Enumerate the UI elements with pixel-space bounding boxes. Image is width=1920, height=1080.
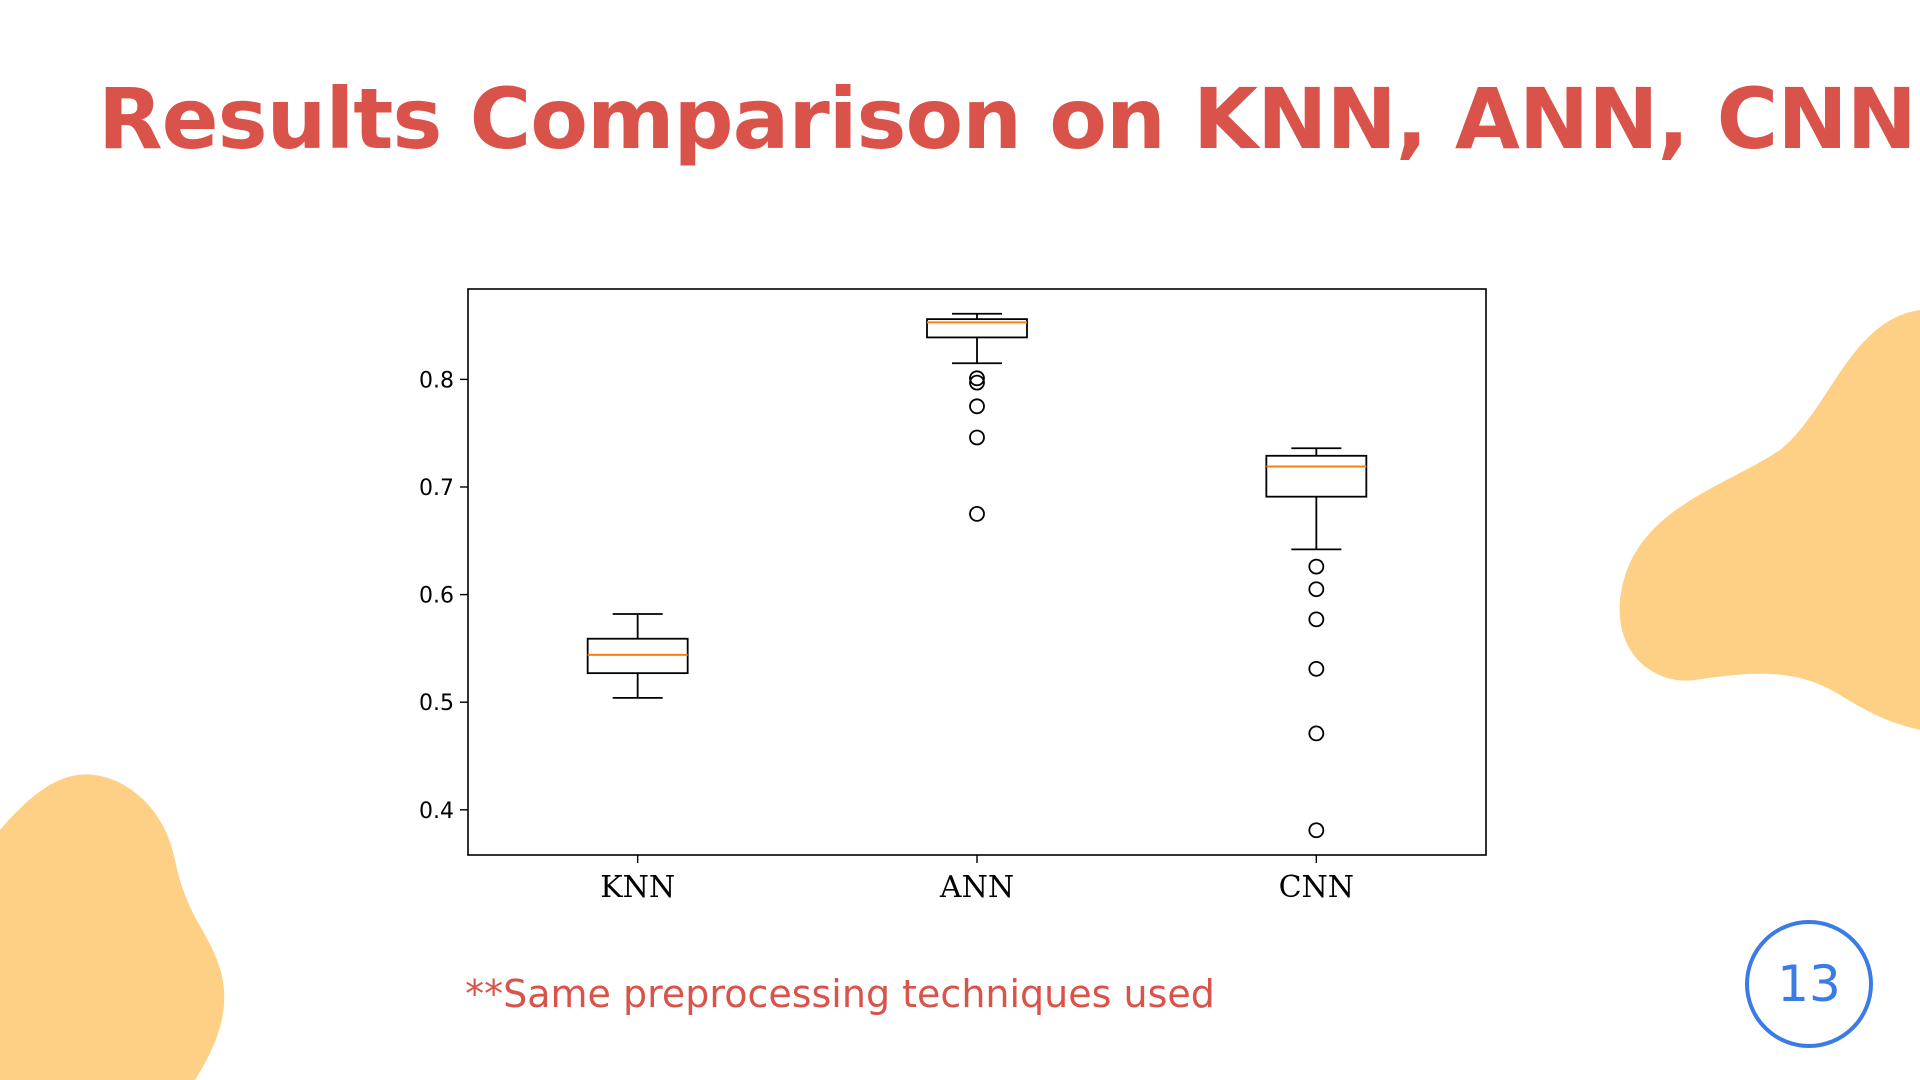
box-ann (926, 318, 1028, 339)
outlier-point-cnn (1308, 611, 1325, 628)
y-tick-label: 0.5 (419, 691, 454, 716)
decorative-blob-right (1619, 310, 1920, 730)
x-tick-label-knn: KNN (600, 870, 675, 905)
page-number-badge: 13 (1745, 920, 1873, 1048)
outlier-point-ann (969, 505, 985, 522)
box-knn (586, 637, 689, 675)
plot-frame (467, 288, 1487, 856)
footnote-text: **Same preprocessing techniques used (465, 972, 1215, 1016)
page-number-text: 13 (1777, 955, 1841, 1013)
box-cnn (1265, 454, 1368, 498)
box-plot-chart: 0.4 0.5 0.6 0.7 0.8 KNN ANN CNN (419, 288, 1487, 905)
outlier-point-cnn (1308, 822, 1325, 839)
outlier-point-ann (969, 398, 985, 415)
outlier-point-cnn (1308, 660, 1325, 677)
y-tick-label: 0.7 (419, 476, 454, 501)
outlier-point-ann (969, 370, 985, 387)
y-tick-label: 0.6 (419, 584, 454, 609)
y-tick-label: 0.4 (419, 799, 454, 824)
outlier-point-cnn (1308, 558, 1325, 575)
y-tick-label: 0.8 (419, 368, 454, 393)
outlier-point-cnn (1308, 581, 1325, 598)
outlier-point-ann (969, 374, 985, 391)
outlier-point-ann (969, 429, 985, 446)
x-tick-label-ann: ANN (939, 870, 1014, 905)
outlier-point-cnn (1308, 725, 1325, 742)
x-tick-label-cnn: CNN (1279, 870, 1354, 905)
slide-title: Results Comparison on KNN, ANN, CNN (98, 70, 1917, 168)
decorative-blob-left (0, 774, 225, 1080)
